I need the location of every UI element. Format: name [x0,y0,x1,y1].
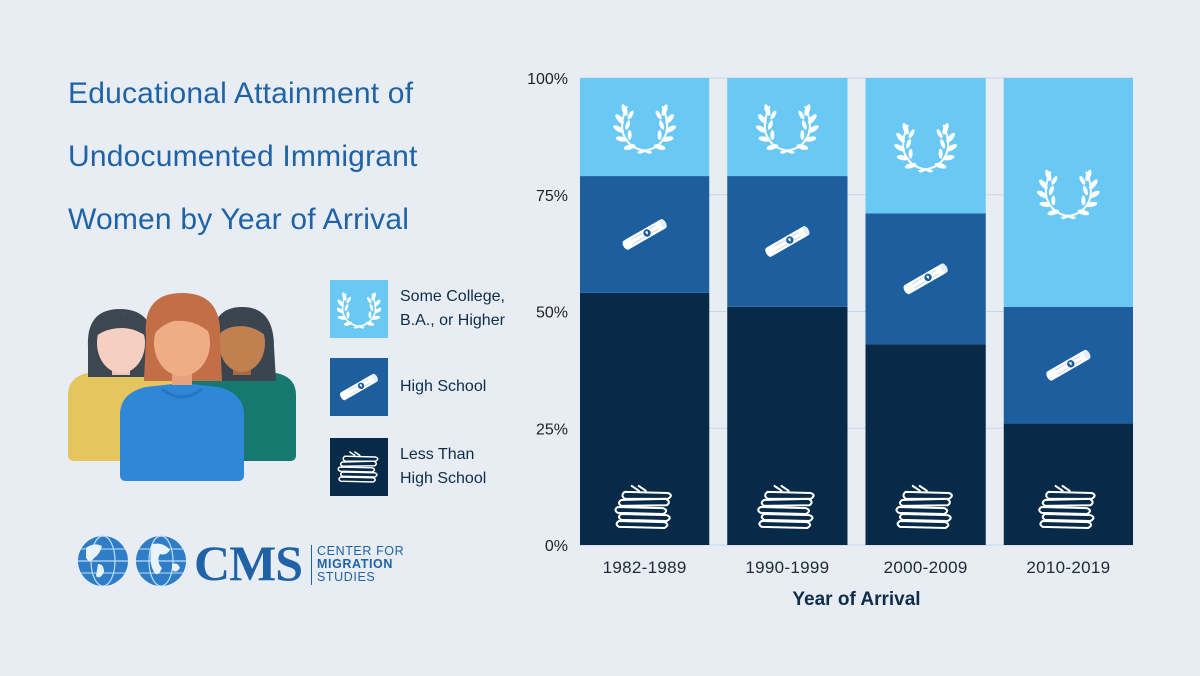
logo-subtitle: CENTER FOR MIGRATION STUDIES [317,544,405,584]
legend-item-college: Some College, B.A., or Higher [330,280,570,338]
bar-segment-less-than-high-school [1003,423,1133,545]
legend-swatch-high-school [330,358,388,416]
x-tick-label: 2000-2009 [884,558,968,577]
logo-divider [311,545,312,585]
y-tick-label: 100% [527,71,568,88]
legend-item-high-school: High School [330,358,570,416]
legend-item-less-than-high-school: Less Than High School [330,438,570,496]
bar-segment-some-college [727,78,848,177]
x-tick-label: 2010-2019 [1026,558,1110,577]
x-axis-label: Year of Arrival [792,589,920,610]
bar-segment-less-than-high-school [865,344,986,545]
legend-swatch-less [330,438,388,496]
legend-label-college: Some College, B.A., or Higher [400,288,505,329]
legend-label-less: Less Than High School [400,446,487,487]
y-tick-label: 50% [536,305,568,322]
y-tick-label: 0% [545,538,568,555]
women-illustration-icon [68,293,296,481]
title-line-1: Educational Attainment of [68,77,414,110]
logo-mark: CMS [194,535,303,591]
globe-logo-icon [78,535,186,587]
x-tick-label: 1982-1989 [603,558,687,577]
bar-segment-less-than-high-school [580,292,710,545]
bar-segment-less-than-high-school [727,306,848,545]
legend-swatch-college [330,280,388,338]
bar-segment-some-college [580,78,710,177]
bar-segment-some-college [865,78,986,214]
chart-title: Educational Attainment of Undocumented I… [68,62,488,251]
bar-segment-some-college [1003,78,1133,307]
y-tick-label: 25% [536,421,568,438]
x-tick-label: 1990-1999 [745,558,829,577]
legend-label-high-school: High School [400,378,487,395]
y-tick-label: 75% [536,188,568,205]
title-line-2: Undocumented Immigrant [68,140,418,173]
title-line-3: Women by Year of Arrival [68,203,410,236]
